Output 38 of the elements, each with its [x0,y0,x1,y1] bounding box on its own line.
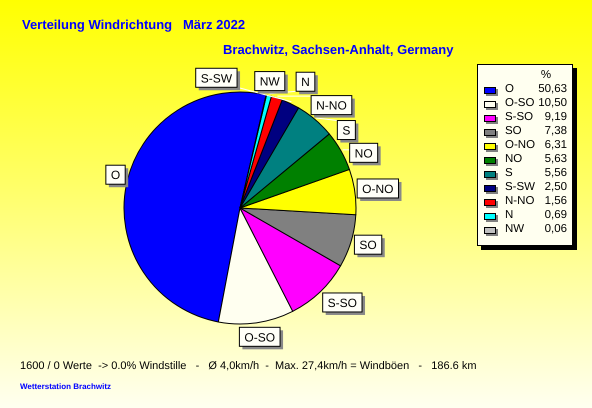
data-label: 1,56 [544,195,567,207]
legend-label: O [505,83,514,95]
slice-label: SO [359,238,377,252]
legend-label: NO [505,153,522,165]
slice-label: N-NO [316,98,347,113]
data-label: 50,63 [538,83,567,95]
chart-title: Verteilung Windrichtung März 2022 [22,17,246,32]
data-label: 9,19 [544,111,567,123]
legend-label: S [505,167,513,179]
legend-label: O-SO [505,97,534,109]
text: Wetterstation Brachwitz [20,382,111,391]
data-label: 0,69 [544,209,567,221]
legend-label: SO [505,125,522,137]
data-label: 0,06 [544,223,567,235]
data-label: 7,38 [544,125,567,137]
data-label: 5,56 [544,167,567,179]
data-label: 6,31 [544,139,567,151]
legend-label: S-SW [505,181,536,193]
slice-label: NW [260,74,280,89]
slice-label: NO [354,146,373,160]
legend-title: % [540,69,552,81]
slice-label: S-SW [200,71,233,86]
slice-label: S [342,124,350,138]
data-label: 10,50 [538,97,567,109]
legend-label: N-NO [505,195,534,207]
slice-label: S-SO [328,296,358,310]
legend-label: O-NO [505,139,536,151]
legend-label: NW [505,223,524,235]
slice-label: N [301,75,310,90]
data-label: 2,50 [544,181,567,193]
data-label: 5,63 [544,153,567,165]
text: 1600 / 0 Werte -> 0.0% Windstille - Ø 4,0km/h - Max. 27,4km/h = Windböen - 186.6 km [20,360,476,372]
slice-label: O-SO [244,330,276,344]
slice-label: O-NO [362,182,394,196]
chart-subtitle: Brachwitz, Sachsen-Anhalt, Germany [223,42,454,57]
legend-label: N [505,209,514,221]
slice-label: O [110,168,120,182]
legend-label: S-SO [505,111,534,123]
